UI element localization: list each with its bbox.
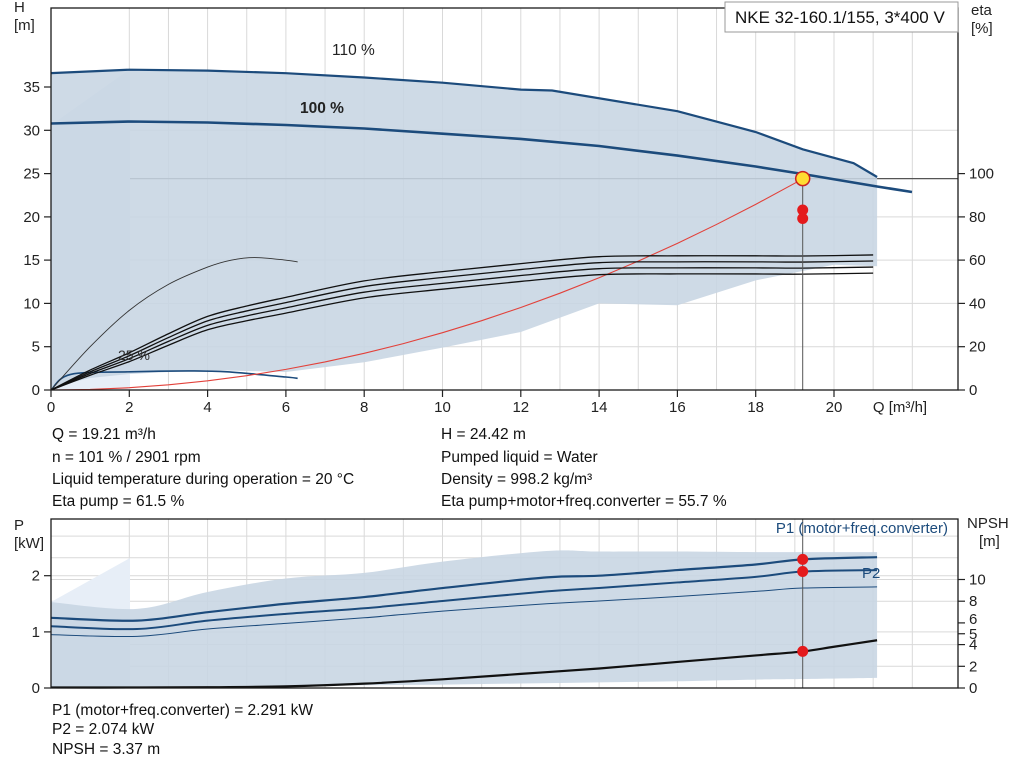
svg-text:20: 20: [23, 209, 40, 226]
svg-text:Eta pump+motor+freq.converter: Eta pump+motor+freq.converter = 55.7 %: [441, 493, 727, 510]
svg-text:5: 5: [969, 626, 977, 643]
svg-text:14: 14: [591, 399, 608, 416]
svg-text:P2 = 2.074 kW: P2 = 2.074 kW: [52, 721, 154, 738]
svg-text:25 %: 25 %: [118, 347, 150, 363]
svg-text:Pumped liquid = Water: Pumped liquid = Water: [441, 449, 598, 466]
svg-text:80: 80: [969, 209, 986, 226]
svg-text:20: 20: [969, 339, 986, 356]
svg-text:40: 40: [969, 295, 986, 312]
svg-text:60: 60: [969, 252, 986, 269]
svg-text:35: 35: [23, 79, 40, 96]
svg-text:30: 30: [23, 122, 40, 139]
svg-text:0: 0: [47, 399, 55, 416]
svg-text:NKE 32-160.1/155, 3*400 V: NKE 32-160.1/155, 3*400 V: [735, 8, 945, 27]
svg-text:Q = 19.21 m³/h: Q = 19.21 m³/h: [52, 426, 156, 443]
svg-text:100 %: 100 %: [300, 100, 344, 117]
svg-text:0: 0: [32, 382, 40, 399]
svg-text:6: 6: [969, 611, 977, 628]
svg-text:P1 (motor+freq.converter): P1 (motor+freq.converter): [776, 520, 948, 537]
svg-text:NPSH: NPSH: [967, 515, 1009, 532]
svg-text:2: 2: [125, 399, 133, 416]
svg-text:NPSH = 3.37 m: NPSH = 3.37 m: [52, 741, 160, 758]
svg-text:Eta pump = 61.5 %: Eta pump = 61.5 %: [52, 493, 184, 510]
svg-text:15: 15: [23, 252, 40, 269]
svg-text:H: H: [14, 0, 25, 16]
svg-text:10: 10: [434, 399, 451, 416]
svg-text:H = 24.42 m: H = 24.42 m: [441, 426, 526, 443]
svg-text:6: 6: [282, 399, 290, 416]
svg-text:10: 10: [23, 295, 40, 312]
svg-text:0: 0: [32, 680, 40, 697]
svg-text:P1 (motor+freq.converter) = 2.: P1 (motor+freq.converter) = 2.291 kW: [52, 702, 313, 719]
svg-text:[%]: [%]: [971, 20, 993, 37]
svg-text:16: 16: [669, 399, 686, 416]
svg-text:25: 25: [23, 166, 40, 183]
svg-text:100: 100: [969, 166, 994, 183]
svg-text:110 %: 110 %: [332, 42, 375, 59]
svg-text:eta: eta: [971, 2, 993, 19]
svg-text:0: 0: [969, 382, 977, 399]
svg-text:8: 8: [360, 399, 368, 416]
svg-text:18: 18: [747, 399, 764, 416]
svg-text:Density = 998.2 kg/m³: Density = 998.2 kg/m³: [441, 471, 592, 488]
svg-text:2: 2: [32, 568, 40, 585]
svg-text:n = 101 % / 2901 rpm: n = 101 % / 2901 rpm: [52, 449, 201, 466]
svg-text:8: 8: [969, 593, 977, 610]
svg-text:[m]: [m]: [14, 17, 35, 34]
svg-text:P2: P2: [862, 565, 880, 582]
svg-text:20: 20: [826, 399, 843, 416]
svg-text:Liquid temperature during oper: Liquid temperature during operation = 20…: [52, 471, 354, 488]
svg-text:12: 12: [512, 399, 529, 416]
svg-text:10: 10: [969, 572, 986, 589]
svg-text:Q [m³/h]: Q [m³/h]: [873, 399, 927, 416]
svg-text:[kW]: [kW]: [14, 535, 44, 552]
svg-text:1: 1: [32, 624, 40, 641]
svg-text:4: 4: [203, 399, 211, 416]
svg-text:2: 2: [969, 658, 977, 675]
svg-text:5: 5: [32, 339, 40, 356]
svg-text:0: 0: [969, 680, 977, 697]
svg-text:[m]: [m]: [979, 533, 1000, 550]
svg-text:P: P: [14, 517, 24, 534]
